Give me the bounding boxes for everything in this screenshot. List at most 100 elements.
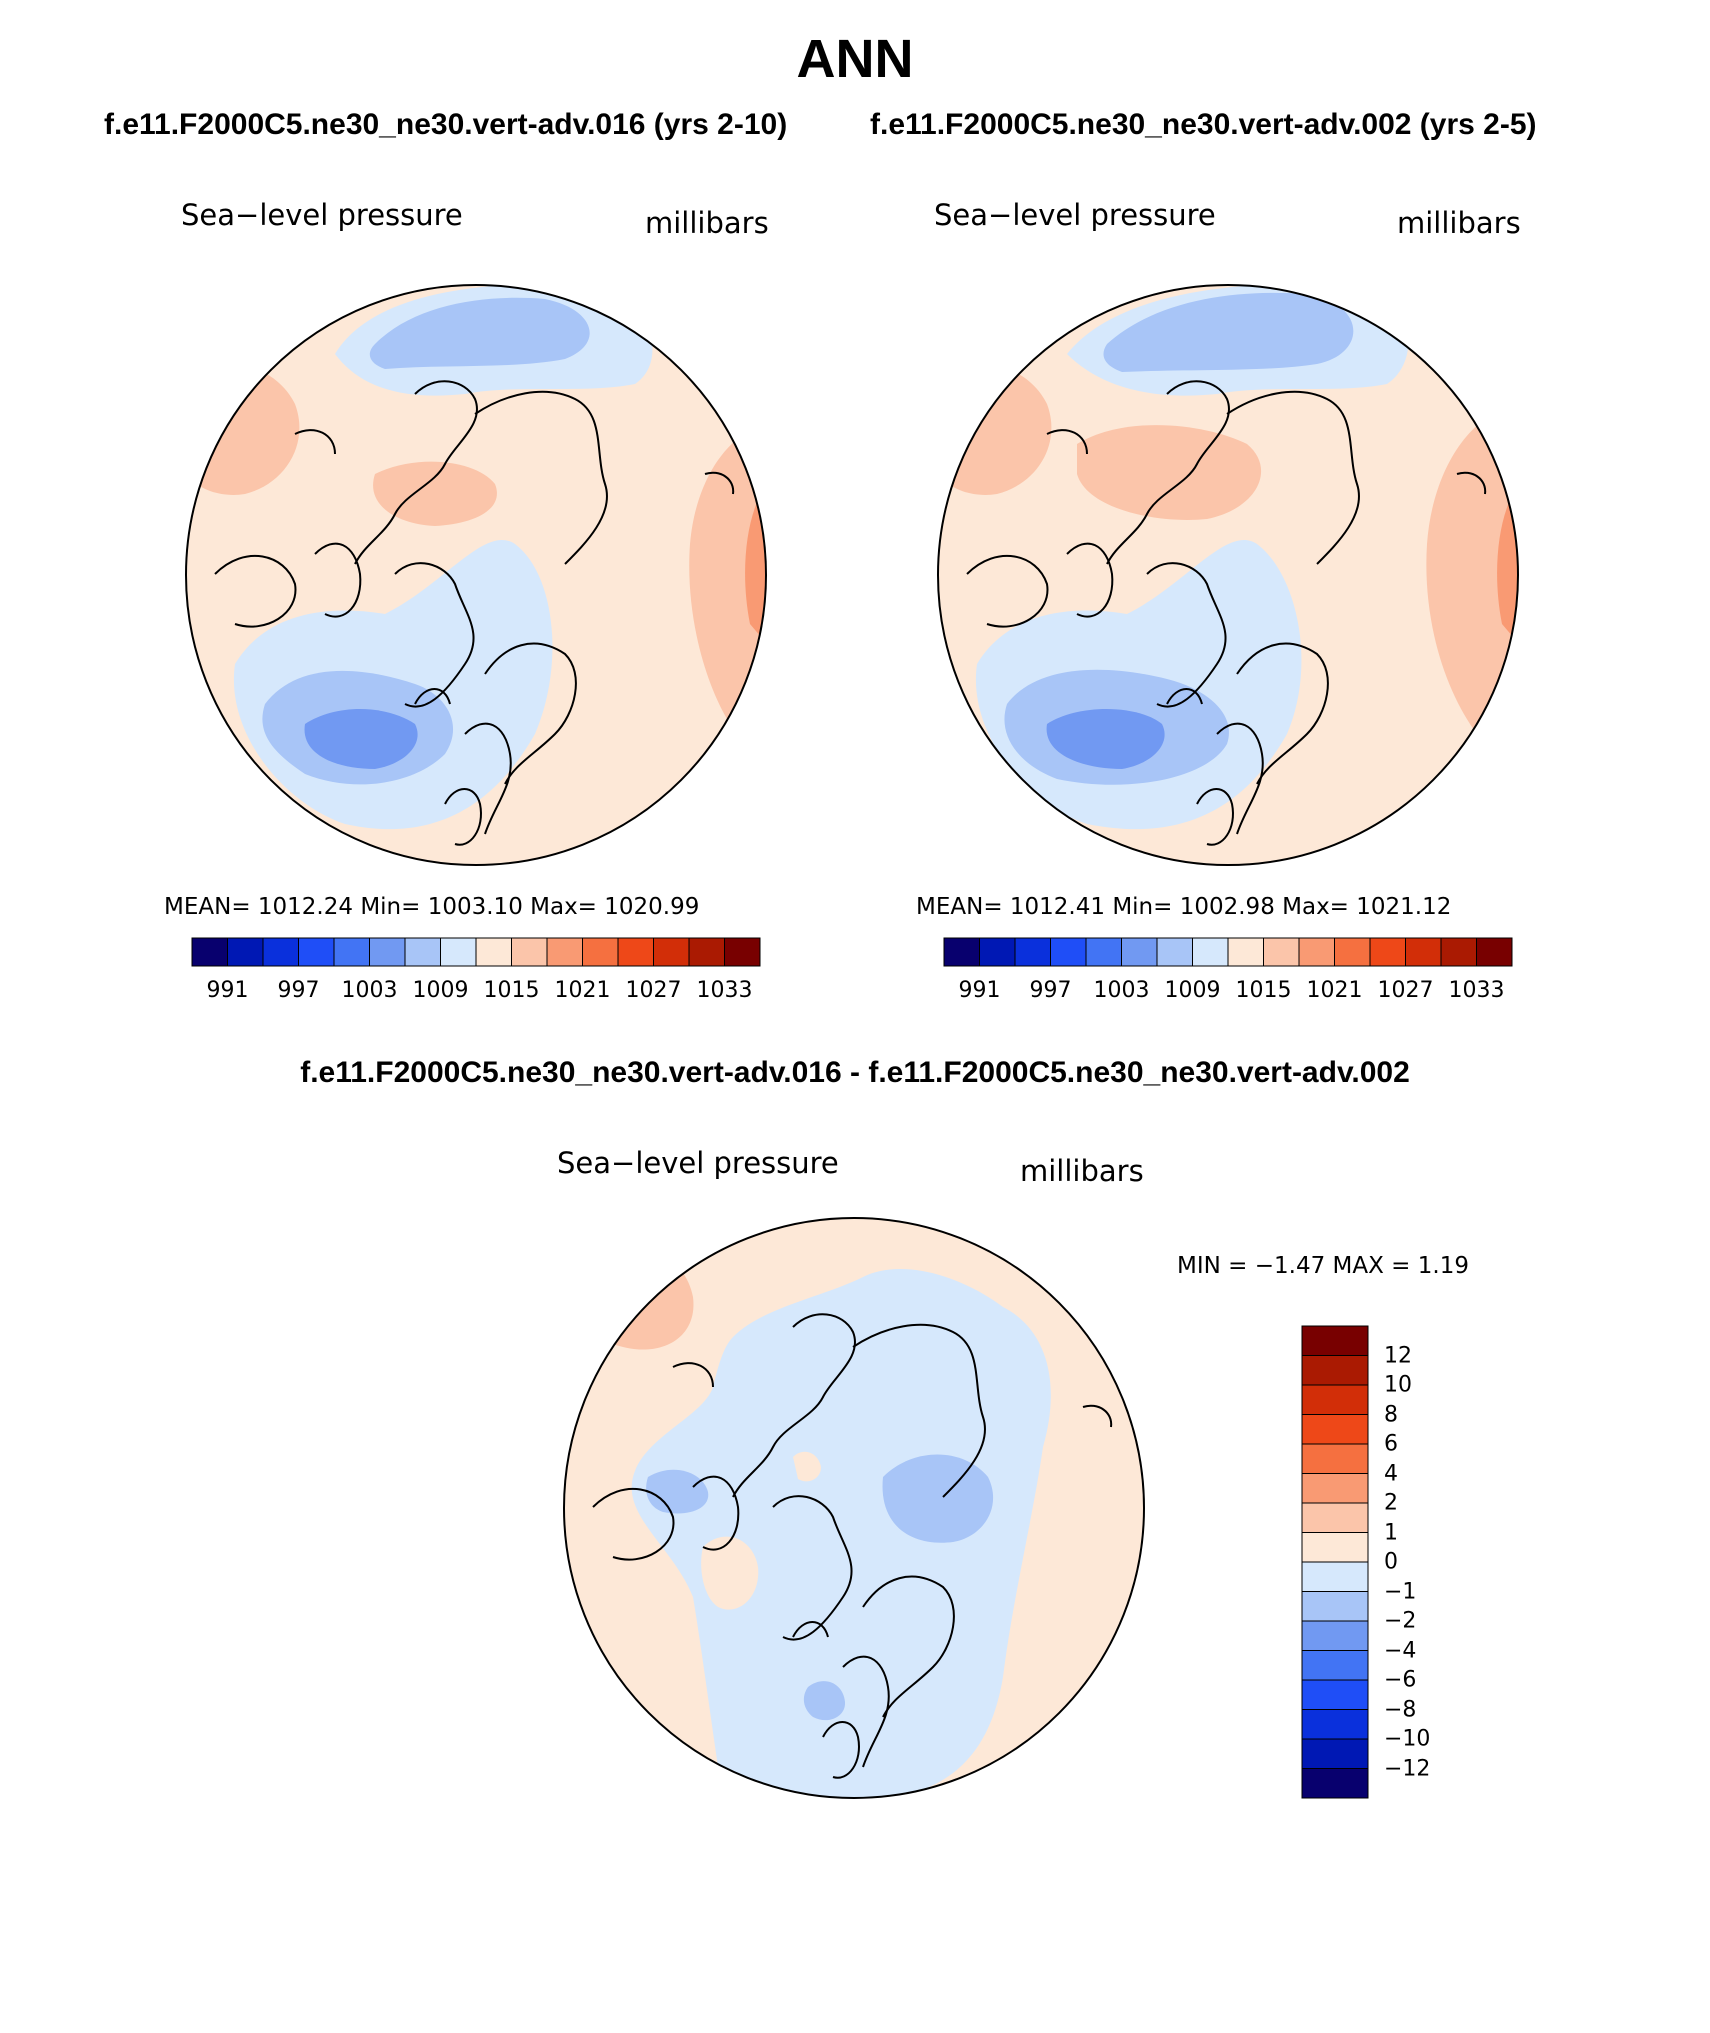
colorbar-swatch <box>1301 1325 1369 1356</box>
panel3-stats: MIN = −1.47 MAX = 1.19 <box>1177 1253 1469 1279</box>
figure-title: ANN <box>796 29 914 89</box>
colorbar-swatch <box>1476 937 1513 967</box>
colorbar-swatch <box>227 937 264 967</box>
panel1-stats: MEAN= 1012.24 Min= 1003.10 Max= 1020.99 <box>164 894 700 920</box>
panel1-colorbar <box>191 937 761 967</box>
colorbar-swatch <box>1298 937 1335 967</box>
panel2-colorbar <box>943 937 1513 967</box>
colorbar-swatch <box>546 937 583 967</box>
panel2-tick: 991 <box>958 978 1001 1003</box>
panel3-tick: 6 <box>1384 1431 1398 1457</box>
colorbar-swatch <box>1301 1473 1369 1504</box>
colorbar-swatch <box>1263 937 1300 967</box>
panel3-tick: 0 <box>1384 1549 1398 1575</box>
panel2-tick: 1003 <box>1093 978 1150 1003</box>
panel3-tick: 1 <box>1384 1520 1398 1545</box>
panel3-variable-label: Sea−level pressure <box>557 1146 839 1180</box>
colorbar-swatch <box>1050 937 1087 967</box>
colorbar-swatch <box>1301 1620 1369 1651</box>
colorbar-swatch <box>262 937 299 967</box>
colorbar-swatch <box>1192 937 1229 967</box>
panel3-tick: −8 <box>1384 1697 1417 1722</box>
colorbar-swatch <box>1014 937 1051 967</box>
panel3-tick: −12 <box>1384 1756 1431 1781</box>
colorbar-swatch <box>582 937 619 967</box>
colorbar-swatch <box>1301 1502 1369 1533</box>
panel2-tick: 1015 <box>1235 978 1292 1003</box>
colorbar-swatch <box>1301 1768 1369 1799</box>
colorbar-swatch <box>1121 937 1158 967</box>
panel3-tick: 8 <box>1384 1402 1398 1427</box>
colorbar-swatch <box>1334 937 1371 967</box>
panel1-tick: 1003 <box>341 978 398 1003</box>
panel1-tick: 1033 <box>696 978 753 1003</box>
panel2-tick: 1009 <box>1164 978 1221 1003</box>
colorbar-swatch <box>1440 937 1477 967</box>
colorbar-swatch <box>979 937 1016 967</box>
colorbar-swatch <box>688 937 725 967</box>
panel1-variable-label: Sea−level pressure <box>181 198 463 232</box>
colorbar-swatch <box>1301 1532 1369 1563</box>
colorbar-swatch <box>475 937 512 967</box>
colorbar-swatch <box>1301 1561 1369 1592</box>
colorbar-swatch <box>369 937 406 967</box>
colorbar-swatch <box>1301 1709 1369 1740</box>
colorbar-swatch <box>1405 937 1442 967</box>
panel1-tick: 1021 <box>554 978 611 1003</box>
panel3-tick: 4 <box>1384 1461 1398 1486</box>
panel3-map <box>563 1217 1145 1799</box>
colorbar-swatch <box>1156 937 1193 967</box>
panel3-tick: 2 <box>1384 1490 1398 1516</box>
colorbar-swatch <box>333 937 370 967</box>
panel2-map <box>937 284 1519 866</box>
panel3-tick: −4 <box>1384 1638 1417 1663</box>
panel2-colorbar-ticks: 991 997 1003 1009 1015 1021 1027 1033 <box>944 978 1512 1006</box>
colorbar-swatch <box>1301 1591 1369 1622</box>
case2-title: f.e11.F2000C5.ne30_ne30.vert-adv.002 (yr… <box>870 108 1537 141</box>
panel3-tick: −6 <box>1384 1667 1417 1693</box>
colorbar-swatch <box>1085 937 1122 967</box>
panel3-tick: −10 <box>1384 1726 1431 1752</box>
panel1-units-label: millibars <box>645 206 769 240</box>
panel2-tick: 997 <box>1029 978 1072 1003</box>
panel2-variable-label: Sea−level pressure <box>934 198 1216 232</box>
panel3-units-label: millibars <box>1020 1154 1144 1188</box>
colorbar-swatch <box>1301 1679 1369 1710</box>
panel1-tick: 997 <box>277 978 320 1003</box>
colorbar-swatch <box>1301 1414 1369 1445</box>
colorbar-swatch <box>943 937 980 967</box>
panel3-colorbar-ticks: 12 10 8 6 4 2 1 0 −1 −2 −4 −6 −8 −10 −12 <box>1384 1326 1464 1798</box>
colorbar-swatch <box>191 937 228 967</box>
colorbar-swatch <box>1369 937 1406 967</box>
diff-title: f.e11.F2000C5.ne30_ne30.vert-adv.016 - f… <box>300 1056 1410 1089</box>
colorbar-swatch <box>1301 1650 1369 1681</box>
colorbar-swatch <box>724 937 761 967</box>
colorbar-swatch <box>298 937 335 967</box>
panel2-tick: 1027 <box>1377 978 1434 1003</box>
colorbar-swatch <box>617 937 654 967</box>
panel2-units-label: millibars <box>1397 206 1521 240</box>
case1-title: f.e11.F2000C5.ne30_ne30.vert-adv.016 (yr… <box>104 108 788 141</box>
colorbar-swatch <box>1301 1443 1369 1474</box>
colorbar-swatch <box>1227 937 1264 967</box>
panel3-tick: −2 <box>1384 1608 1417 1634</box>
panel3-tick: 10 <box>1384 1372 1412 1398</box>
panel3-tick: 12 <box>1384 1343 1412 1368</box>
panel1-tick: 991 <box>206 978 249 1003</box>
colorbar-swatch <box>1301 1355 1369 1386</box>
colorbar-swatch <box>653 937 690 967</box>
colorbar-swatch <box>1301 1738 1369 1769</box>
colorbar-swatch <box>511 937 548 967</box>
panel2-tick: 1033 <box>1448 978 1505 1003</box>
panel3-colorbar <box>1301 1325 1369 1799</box>
panel1-tick: 1027 <box>625 978 682 1003</box>
colorbar-swatch <box>404 937 441 967</box>
colorbar-swatch <box>1301 1384 1369 1415</box>
panel1-tick: 1015 <box>483 978 540 1003</box>
panel2-tick: 1021 <box>1306 978 1363 1003</box>
panel1-tick: 1009 <box>412 978 469 1003</box>
panel3-tick: −1 <box>1384 1579 1417 1604</box>
panel1-map <box>185 284 767 866</box>
panel2-stats: MEAN= 1012.41 Min= 1002.98 Max= 1021.12 <box>916 894 1452 920</box>
panel1-colorbar-ticks: 991 997 1003 1009 1015 1021 1027 1033 <box>192 978 760 1006</box>
